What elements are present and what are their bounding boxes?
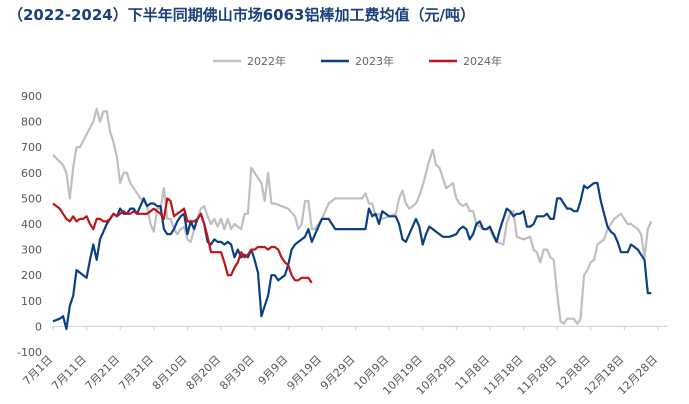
y-tick-label: 700 [21, 141, 42, 154]
y-tick-label: 0 [35, 320, 42, 333]
x-tick-label: 8月30日 [217, 353, 257, 393]
y-tick-label: -100 [17, 346, 42, 359]
y-tick-label: 300 [21, 244, 42, 257]
series-line-2022年 [52, 107, 653, 325]
axes: -10001002003004005006007008009007月1日7月11… [17, 90, 668, 397]
x-tick-label: 8月20日 [184, 353, 224, 393]
x-tick-label: 7月11日 [49, 353, 89, 393]
series-lines [52, 107, 653, 331]
series-line-2024年 [52, 197, 313, 284]
series-line-2023年 [52, 181, 652, 331]
y-tick-label: 900 [21, 90, 42, 103]
legend-label: 2022年 [247, 54, 286, 68]
legend-label: 2024年 [463, 54, 502, 68]
y-tick-label: 200 [21, 269, 42, 282]
x-tick-label: 8月10日 [150, 353, 190, 393]
chart-title: （2022-2024）下半年同期佛山市场6063铝棒加工费均值（元/吨） [8, 6, 475, 24]
legend-label: 2023年 [355, 54, 394, 68]
y-tick-label: 100 [21, 295, 42, 308]
legend: 2022年 2023年 2024年 [213, 54, 502, 68]
y-tick-label: 800 [21, 116, 42, 129]
x-tick-label: 9月19日 [284, 353, 324, 393]
y-tick-label: 400 [21, 218, 42, 231]
y-tick-label: 600 [21, 167, 42, 180]
x-tick-label: 9月29日 [318, 353, 358, 393]
y-tick-label: 500 [21, 192, 42, 205]
x-tick-label: 7月31日 [116, 353, 156, 393]
x-tick-label: 7月21日 [83, 353, 123, 393]
